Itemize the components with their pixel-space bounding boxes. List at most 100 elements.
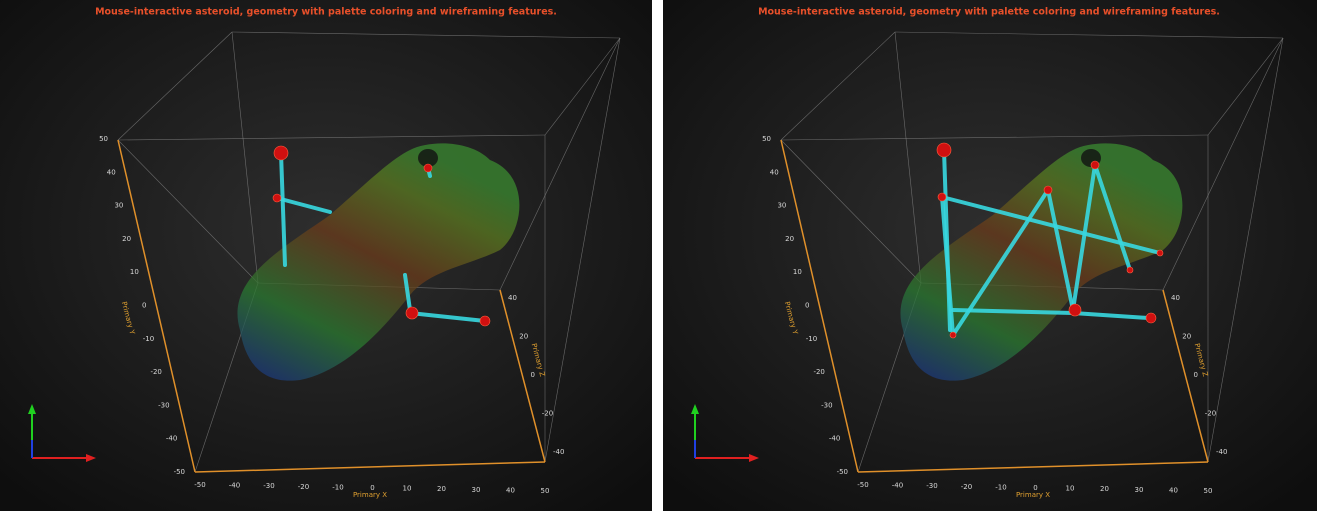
path-segment [1093, 163, 1132, 272]
triad-x-head [749, 454, 759, 462]
asteroid [900, 143, 1183, 381]
y-tick-label: 0 [805, 302, 809, 310]
box-edge [544, 37, 621, 136]
triad-x-head [86, 454, 96, 462]
triad-y-head [691, 404, 699, 414]
path-segment [940, 195, 1162, 255]
box-edge [1207, 37, 1284, 463]
path-segment [1071, 163, 1097, 312]
x-axis-title: Primary X [353, 491, 387, 499]
path-segment [1071, 311, 1150, 320]
y-tick-label: -20 [150, 368, 161, 376]
y-tick-label: 20 [122, 235, 131, 243]
x-tick-label: -30 [926, 482, 937, 490]
box-edge [544, 37, 621, 463]
y-tick-label: 10 [130, 268, 139, 276]
z-tick-label: 20 [519, 333, 528, 341]
path-segment [403, 273, 412, 312]
x-tick-label: 30 [1135, 486, 1144, 494]
x-tick-label: -20 [298, 483, 309, 491]
z-tick-label: 40 [508, 294, 517, 302]
y-axis-line [117, 139, 196, 473]
x-tick-label: 0 [370, 484, 374, 492]
y-tick-label: -30 [821, 401, 832, 409]
point-sphere [1043, 185, 1053, 195]
z-tick-label: -40 [1216, 448, 1227, 456]
point-sphere [405, 306, 419, 320]
box-edge [894, 31, 922, 284]
point-sphere [1156, 249, 1164, 257]
box-edge [1162, 37, 1284, 291]
x-tick-label: -20 [961, 483, 972, 491]
y-tick-label: -30 [158, 401, 169, 409]
x-tick-label: -40 [229, 482, 240, 490]
box-edge [780, 134, 1209, 141]
point-sphere [949, 331, 957, 339]
point-sphere [1145, 312, 1157, 324]
x-tick-label: -10 [995, 483, 1006, 491]
x-tick-label: -10 [332, 483, 343, 491]
z-tick-label: -20 [1205, 410, 1216, 418]
point-sphere [1068, 303, 1082, 317]
y-tick-label: 20 [785, 235, 794, 243]
x-tick-label: 20 [437, 485, 446, 493]
path-segment [275, 196, 332, 214]
z-axis-line [1162, 289, 1209, 463]
point-sphere [479, 315, 491, 327]
x-axis-line [857, 461, 1209, 473]
x-tick-label: 10 [403, 485, 412, 493]
triad-y-head [28, 404, 36, 414]
box-edge [499, 37, 621, 291]
box-edge [894, 31, 1284, 39]
box-edge [231, 31, 259, 284]
y-tick-label: 50 [762, 135, 771, 143]
y-tick-label: -50 [174, 468, 185, 476]
x-tick-label: -50 [194, 481, 205, 489]
box-edge [780, 31, 896, 141]
box-edge [117, 139, 259, 284]
y-tick-label: -10 [806, 335, 817, 343]
z-tick-label: -40 [553, 448, 564, 456]
path-segment [279, 151, 287, 267]
z-tick-label: 0 [531, 371, 535, 379]
y-axis-line [780, 139, 859, 473]
y-tick-label: -40 [829, 435, 840, 443]
crater [418, 149, 438, 167]
path-segment [408, 311, 487, 323]
x-tick-label: 50 [1204, 487, 1213, 495]
y-tick-label: -50 [837, 468, 848, 476]
box-edge [1207, 37, 1284, 136]
point-sphere [272, 193, 282, 203]
box-edge [780, 139, 922, 284]
path-segment [951, 308, 1075, 315]
z-tick-label: 40 [1171, 294, 1180, 302]
x-axis-title: Primary X [1016, 491, 1050, 499]
z-axis-line [499, 289, 546, 463]
chart-panel: Mouse-interactive asteroid, geometry wit… [0, 0, 652, 511]
box-edge [231, 31, 621, 39]
x-tick-label: 40 [1169, 486, 1178, 494]
x-tick-label: -40 [892, 482, 903, 490]
path-segment [940, 195, 955, 337]
point-sphere [936, 142, 952, 158]
box-edge [117, 134, 546, 141]
y-tick-label: -10 [143, 335, 154, 343]
chart-title: Mouse-interactive asteroid, geometry wit… [95, 7, 557, 18]
x-tick-label: 40 [506, 486, 515, 494]
y-tick-label: -40 [166, 435, 177, 443]
point-sphere [273, 145, 289, 161]
y-tick-label: 50 [99, 135, 108, 143]
path-segment [1046, 188, 1075, 312]
point-sphere [937, 192, 947, 202]
x-tick-label: 10 [1066, 485, 1075, 493]
z-tick-label: 20 [1182, 333, 1191, 341]
z-tick-label: 0 [1194, 371, 1198, 379]
x-axis-line [194, 461, 546, 473]
y-tick-label: 30 [777, 202, 786, 210]
y-tick-label: 30 [114, 202, 123, 210]
x-tick-label: -30 [263, 482, 274, 490]
point-sphere [1090, 160, 1100, 170]
chart-panel: Mouse-interactive asteroid, geometry wit… [663, 0, 1317, 511]
x-tick-label: 50 [541, 487, 550, 495]
